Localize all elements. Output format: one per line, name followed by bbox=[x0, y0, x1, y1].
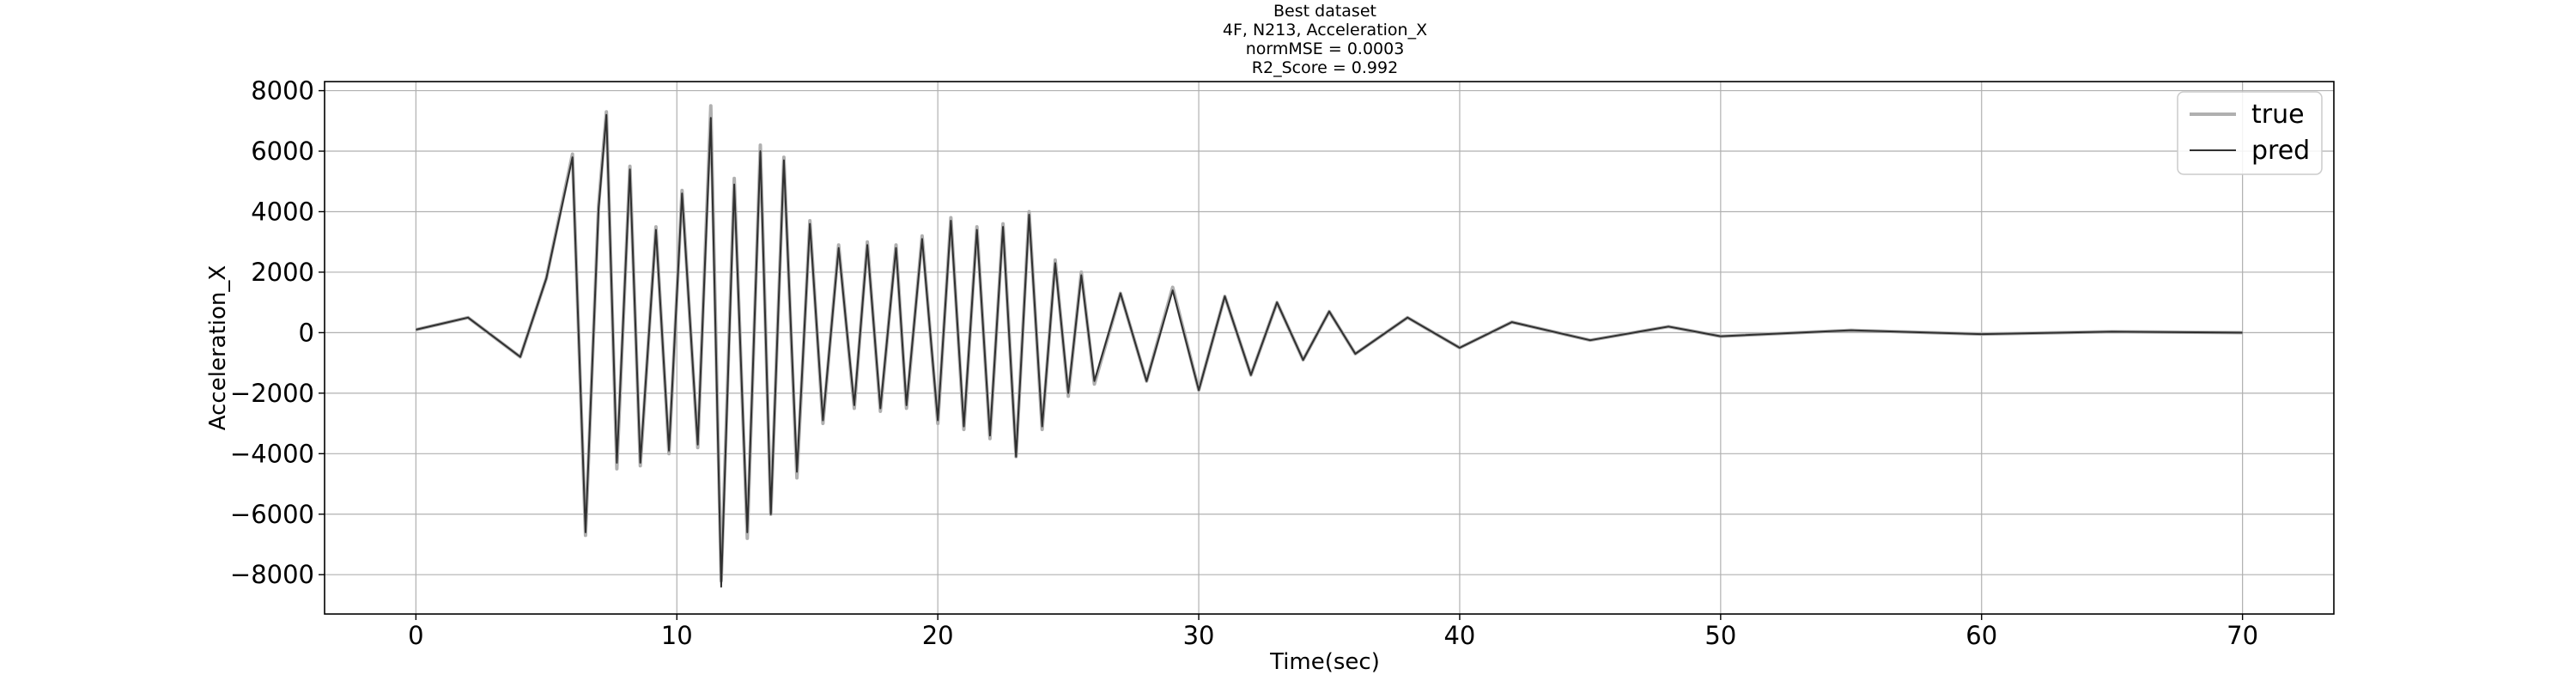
x-tick-label: 70 bbox=[2227, 621, 2258, 650]
x-tick-label: 60 bbox=[1965, 621, 1997, 650]
x-axis-label: Time(sec) bbox=[1269, 649, 1380, 675]
plot-frame bbox=[324, 81, 2335, 615]
y-tick-label: 0 bbox=[299, 318, 314, 347]
x-tick-label: 50 bbox=[1704, 621, 1736, 650]
y-tick-label: 6000 bbox=[251, 137, 314, 166]
chart-title-line-4: R2_Score = 0.992 bbox=[1252, 58, 1398, 77]
y-axis-label: Acceleration_X bbox=[205, 265, 231, 430]
y-tick-label: −8000 bbox=[230, 560, 314, 589]
y-tick-label: −6000 bbox=[230, 500, 314, 529]
grid bbox=[325, 82, 2334, 614]
legend-label-pred: pred bbox=[2251, 136, 2310, 166]
y-tick-label: 4000 bbox=[251, 197, 314, 226]
x-axis-ticks: 0 10 20 30 40 50 60 70 bbox=[408, 614, 2258, 650]
x-tick-label: 0 bbox=[408, 621, 423, 650]
y-tick-label: 2000 bbox=[251, 258, 314, 287]
y-axis-ticks: −8000 −6000 −4000 −2000 0 2000 4000 6000 8000 bbox=[230, 76, 325, 589]
x-tick-label: 10 bbox=[661, 621, 693, 650]
y-tick-label: 8000 bbox=[251, 76, 314, 106]
series-line-pred bbox=[416, 113, 2243, 588]
x-tick-label: 20 bbox=[922, 621, 954, 650]
y-tick-label: −2000 bbox=[230, 379, 314, 408]
x-tick-label: 30 bbox=[1183, 621, 1215, 650]
chart-title-line-2: 4F, N213, Acceleration_X bbox=[1223, 21, 1427, 40]
series-layer bbox=[415, 104, 2243, 588]
y-tick-label: −4000 bbox=[230, 439, 314, 468]
chart-title-line-3: normMSE = 0.0003 bbox=[1246, 40, 1405, 58]
x-tick-label: 40 bbox=[1443, 621, 1475, 650]
legend: true pred bbox=[2177, 91, 2323, 175]
legend-label-true: true bbox=[2251, 100, 2305, 130]
chart-title-line-1: Best dataset bbox=[1273, 2, 1376, 21]
